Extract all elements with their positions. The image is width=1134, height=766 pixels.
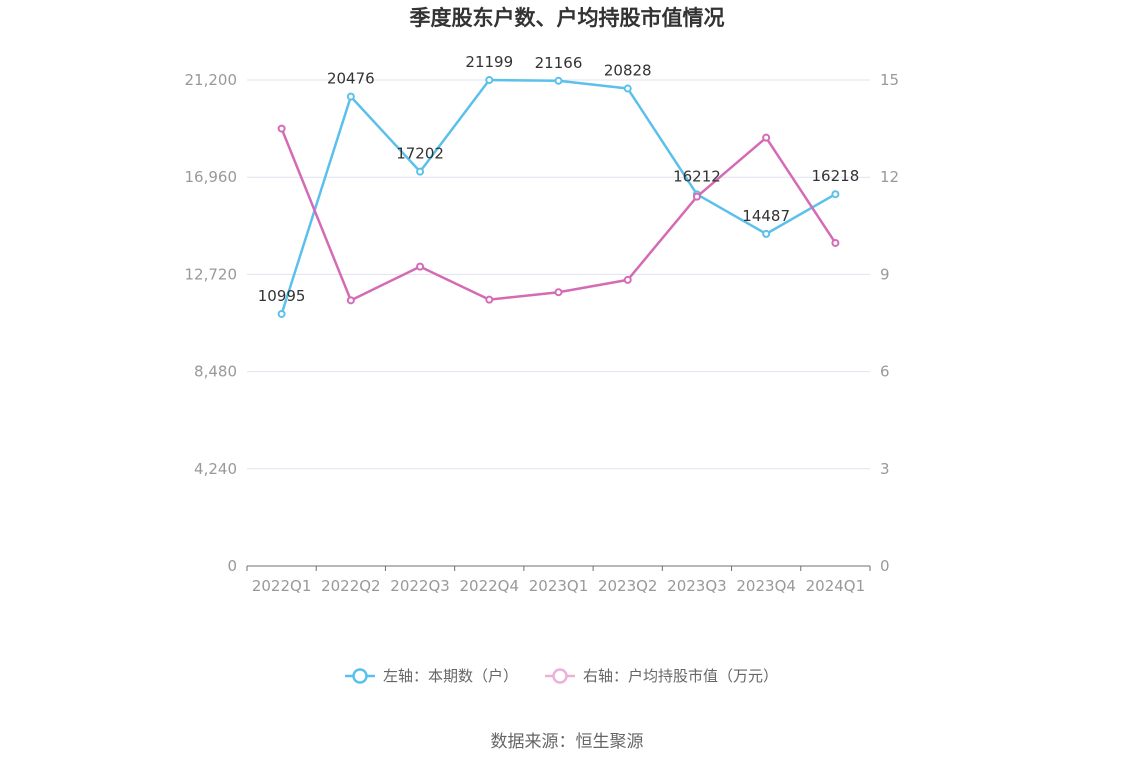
x-axis-tick-label: 2022Q4	[460, 577, 520, 595]
x-axis-tick-label: 2023Q2	[598, 577, 658, 595]
data-label: 20476	[327, 70, 375, 88]
data-label: 14487	[742, 207, 790, 225]
legend-label: 右轴：户均持股市值（万元）	[583, 667, 778, 685]
right-axis-tick-label: 12	[880, 168, 899, 186]
data-point	[554, 288, 563, 297]
data-point	[831, 238, 840, 247]
data-labels: 10995 20476 17202 21199 21166 20828 16212 14487…	[258, 53, 859, 305]
data-point	[623, 275, 632, 284]
x-axis-tick-label: 2023Q3	[667, 577, 727, 595]
data-point	[416, 262, 425, 271]
left-axis-tick-label: 12,720	[185, 265, 238, 283]
data-label: 20828	[604, 62, 652, 80]
data-label: 17202	[396, 145, 444, 163]
chart-title: 季度股东户数、户均持股市值情况	[410, 6, 725, 30]
left-axis-tick-label: 16,960	[185, 168, 238, 186]
data-label: 16212	[673, 167, 721, 185]
data-point	[762, 229, 771, 238]
right-axis-tick-label: 15	[880, 71, 899, 89]
source-note: 数据来源：恒生聚源	[491, 732, 644, 752]
legend-label: 左轴：本期数（户）	[383, 667, 518, 685]
x-axis-tick-label: 2022Q3	[390, 577, 450, 595]
left-axis-tick-label: 21,200	[185, 71, 238, 89]
x-axis-tick-label: 2022Q1	[252, 577, 312, 595]
right-axis-tick-label: 3	[880, 460, 890, 478]
data-point	[346, 296, 355, 305]
right-axis-tick-label: 6	[880, 363, 890, 381]
right-axis-tick-label: 0	[880, 557, 890, 575]
data-label: 21166	[535, 54, 583, 72]
data-label: 10995	[258, 287, 306, 305]
x-axis-tick-label: 2023Q1	[529, 577, 589, 595]
data-point	[277, 309, 286, 318]
left-axis-tick-label: 4,240	[194, 460, 237, 478]
data-point	[277, 124, 286, 133]
data-point	[416, 167, 425, 176]
legend[interactable]: 左轴：本期数（户） 右轴：户均持股市值（万元）	[345, 667, 778, 685]
left-axis-tick-label: 8,480	[194, 363, 237, 381]
x-axis-tick-label: 2022Q2	[321, 577, 381, 595]
x-axis-tick-label: 2023Q4	[736, 577, 796, 595]
left-axis-tick-label: 0	[227, 557, 237, 575]
x-axis-tick-label: 2024Q1	[806, 577, 866, 595]
series-line	[280, 78, 837, 315]
data-point	[346, 92, 355, 101]
data-label: 21199	[465, 53, 513, 71]
data-point	[554, 76, 563, 85]
legend-marker	[352, 668, 368, 684]
data-point	[485, 76, 494, 85]
right-axis-tick-label: 9	[880, 265, 890, 283]
series	[277, 76, 840, 318]
legend-marker	[552, 668, 568, 684]
data-point	[762, 133, 771, 142]
data-point	[692, 192, 701, 201]
data-point	[831, 190, 840, 199]
axes: 0 0 4,240 3 8,480 6 12,720 9 16,960 12 21,200 15 202…	[185, 71, 900, 595]
data-point	[623, 84, 632, 93]
data-point	[485, 295, 494, 304]
data-label: 16218	[812, 167, 860, 185]
